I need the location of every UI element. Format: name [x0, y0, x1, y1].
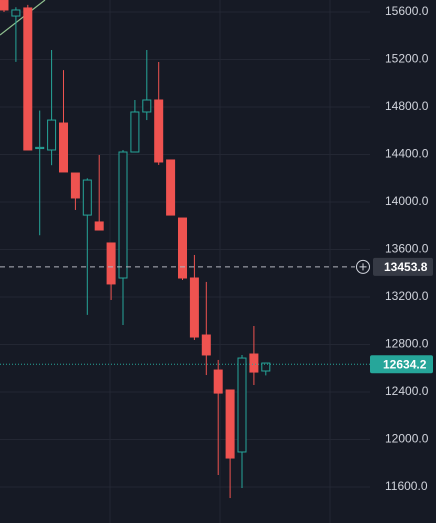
candle-body: [70, 172, 80, 199]
candle-body: [201, 334, 211, 356]
candle-body: [142, 99, 152, 113]
y-tick-label: 12800.0: [385, 337, 429, 351]
candle-body: [213, 369, 223, 394]
y-tick-label: 15600.0: [385, 4, 429, 18]
candle-body: [94, 221, 104, 231]
y-tick-label: 14000.0: [385, 194, 429, 208]
y-tick-label: 14400.0: [385, 147, 429, 161]
candle-body: [166, 159, 176, 216]
candle-body: [249, 353, 259, 373]
candle-body: [225, 389, 235, 459]
crosshair-price-label: 13453.8: [384, 260, 428, 274]
y-tick-label: 13200.0: [385, 289, 429, 303]
y-tick-label: 15200.0: [385, 52, 429, 66]
candle-body: [35, 146, 45, 150]
candle-body: [59, 122, 68, 173]
candle-body: [118, 151, 128, 279]
candle-body: [261, 362, 271, 372]
candle-body: [189, 277, 199, 338]
candle-body: [23, 7, 33, 151]
y-tick-label: 12400.0: [385, 384, 429, 398]
candle-body: [178, 217, 187, 279]
candle-body: [11, 9, 21, 17]
candle-body: [154, 99, 164, 163]
candle-body: [82, 179, 92, 216]
candle-body: [106, 242, 116, 285]
crosshair-badge: [373, 257, 433, 276]
trend-line: [0, 0, 46, 36]
candle-body: [0, 0, 9, 11]
current-price-badge: [370, 355, 433, 374]
y-tick-label: 14800.0: [385, 99, 429, 113]
y-tick-label: 11600.0: [385, 479, 428, 493]
candle-body: [130, 111, 140, 153]
current-price-label: 12634.2: [383, 357, 427, 371]
candle-body: [237, 357, 247, 453]
y-tick-label: 13600.0: [385, 242, 429, 256]
y-tick-label: 12000.0: [385, 432, 429, 446]
crosshair-plus: [356, 259, 370, 274]
candle-body: [47, 119, 57, 151]
